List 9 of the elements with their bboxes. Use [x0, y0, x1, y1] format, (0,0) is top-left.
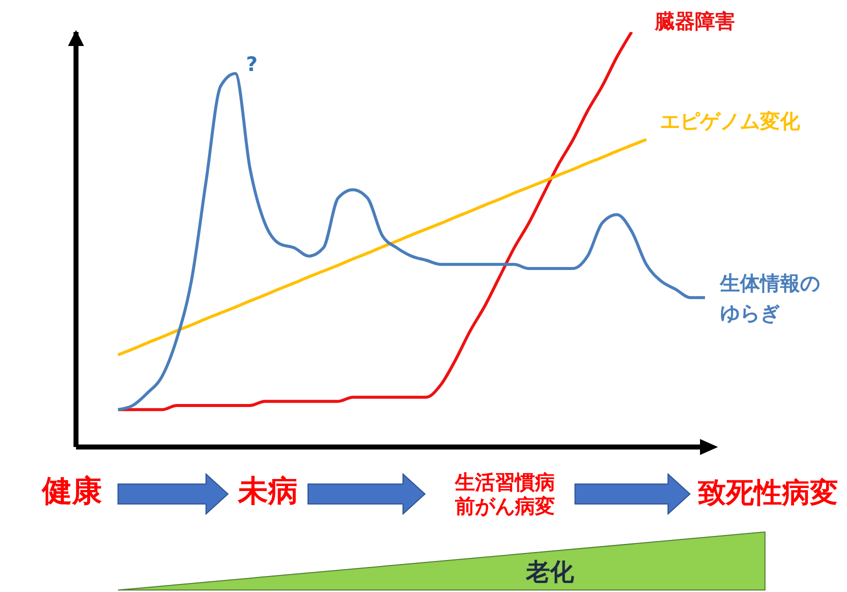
series-label: 生体情報のゆらぎ [720, 270, 821, 327]
annotation: ? [246, 52, 259, 76]
text: 生活習慣病前がん病変 [454, 470, 556, 518]
text: 健康 [40, 474, 103, 510]
series-label: 臓器障害 [655, 8, 736, 35]
text: 致死性病変 [697, 476, 839, 510]
series-label: エピゲノム変化 [660, 108, 801, 135]
text: 未病 [236, 474, 299, 510]
text: 老化 [524, 558, 575, 587]
